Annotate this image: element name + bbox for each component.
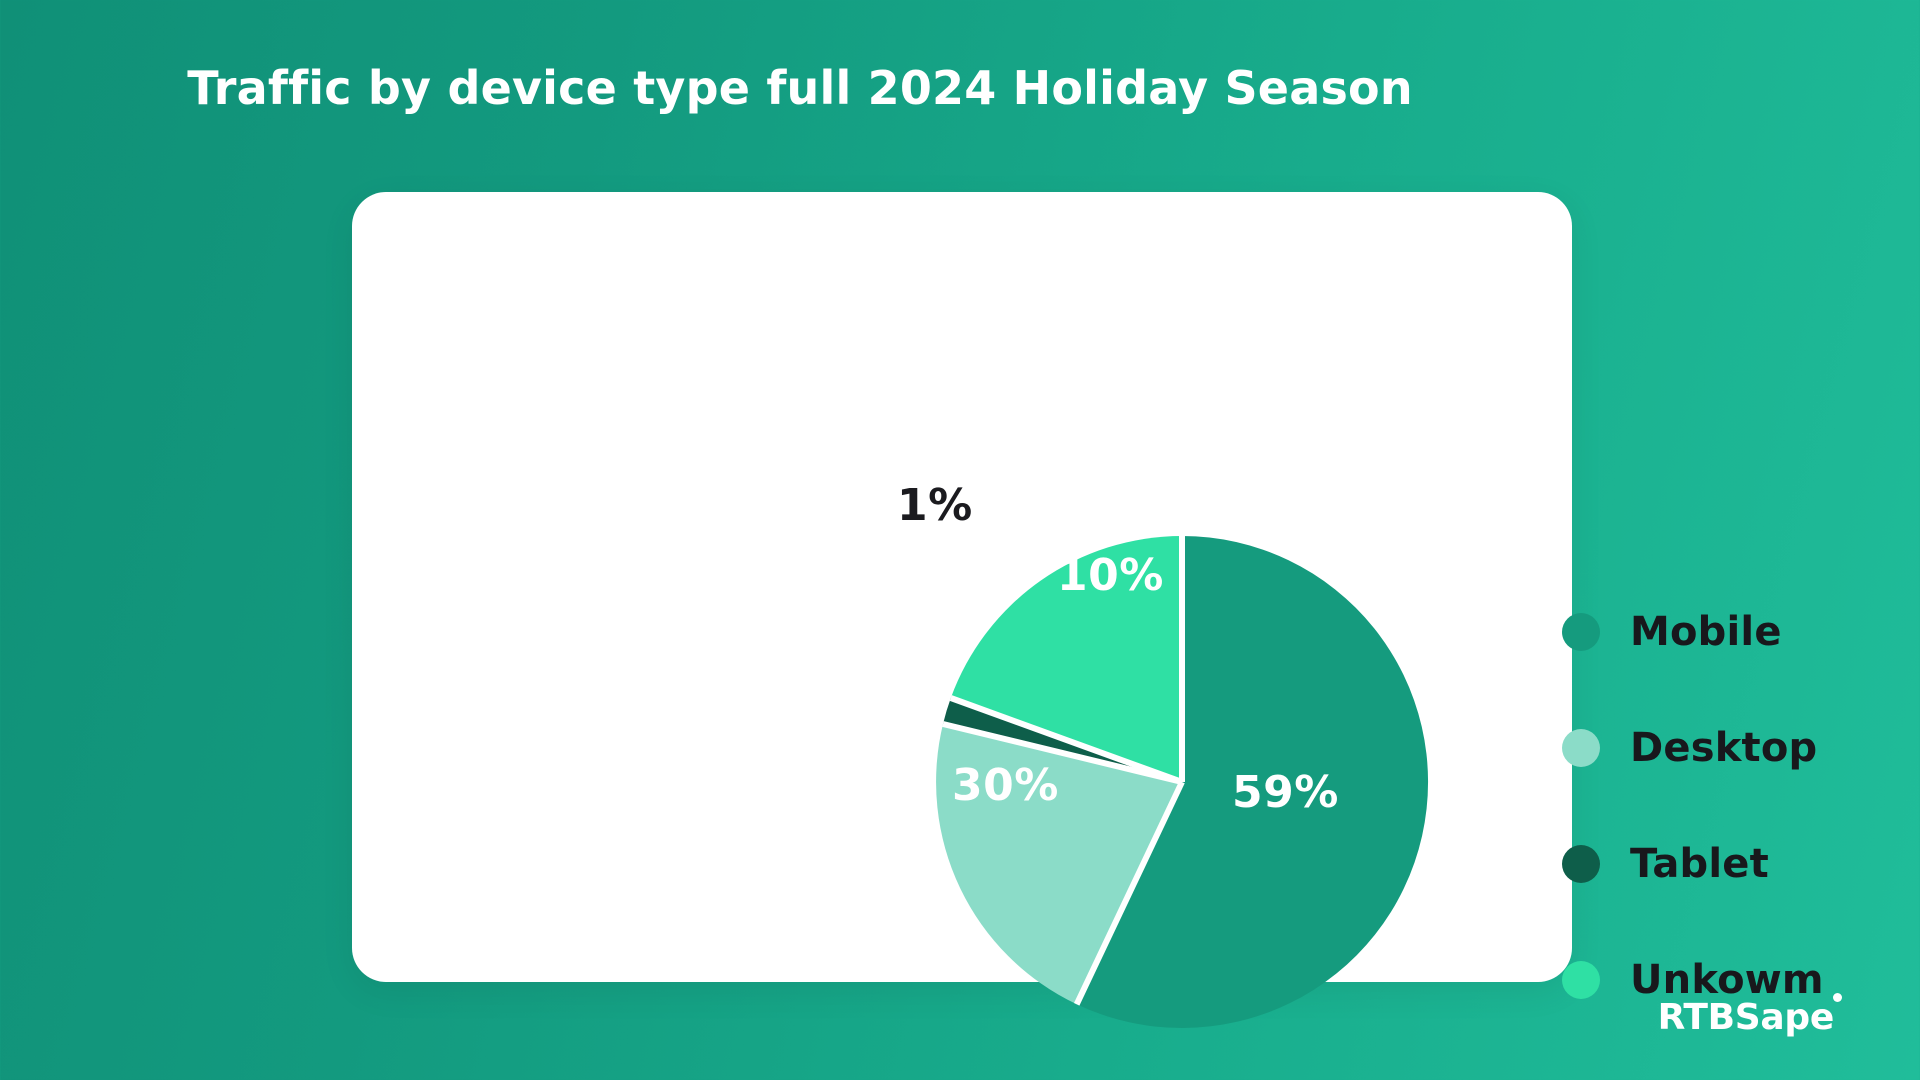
legend-label-desktop: Desktop [1630,725,1818,771]
pie-chart [892,482,1472,1080]
pie-separator [949,695,1184,785]
pie-value-label-unknown: 10% [1057,550,1164,601]
legend-swatch-mobile [1562,613,1600,651]
page-title: Traffic by device type full 2024 Holiday… [187,61,1413,115]
legend-item-tablet[interactable]: Tablet [1562,806,1882,922]
chart-legend: Mobile Desktop Tablet Unkowm [1562,574,1882,1038]
pie-value-label-tablet: 1% [897,480,973,531]
legend-label-unknown: Unkowm [1630,957,1824,1003]
brand-logo: RTBSape [1657,997,1835,1038]
brand-dot-icon [1833,993,1842,1002]
legend-swatch-tablet [1562,845,1600,883]
legend-item-mobile[interactable]: Mobile [1562,574,1882,690]
legend-swatch-unknown [1562,961,1600,999]
pie-slice-unknown[interactable] [950,536,1182,782]
pie-slice-desktop[interactable] [936,724,1182,1005]
pie-chart-svg [936,536,1429,1028]
pie-value-label-desktop: 30% [952,760,1059,811]
pie-value-label-mobile: 59% [1232,767,1339,818]
legend-swatch-desktop [1562,729,1600,767]
legend-label-tablet: Tablet [1630,841,1769,887]
chart-card: 59% 30% 1% 10% Mobile Desktop Tablet Unk… [352,192,1824,1028]
pie-separator [1073,780,1185,1006]
legend-item-desktop[interactable]: Desktop [1562,690,1882,806]
pie-slice-mobile[interactable] [1076,536,1429,1028]
legend-label-mobile: Mobile [1630,609,1782,655]
legend-item-unknown[interactable]: Unkowm [1562,922,1882,1038]
pie-separator [942,721,1183,785]
